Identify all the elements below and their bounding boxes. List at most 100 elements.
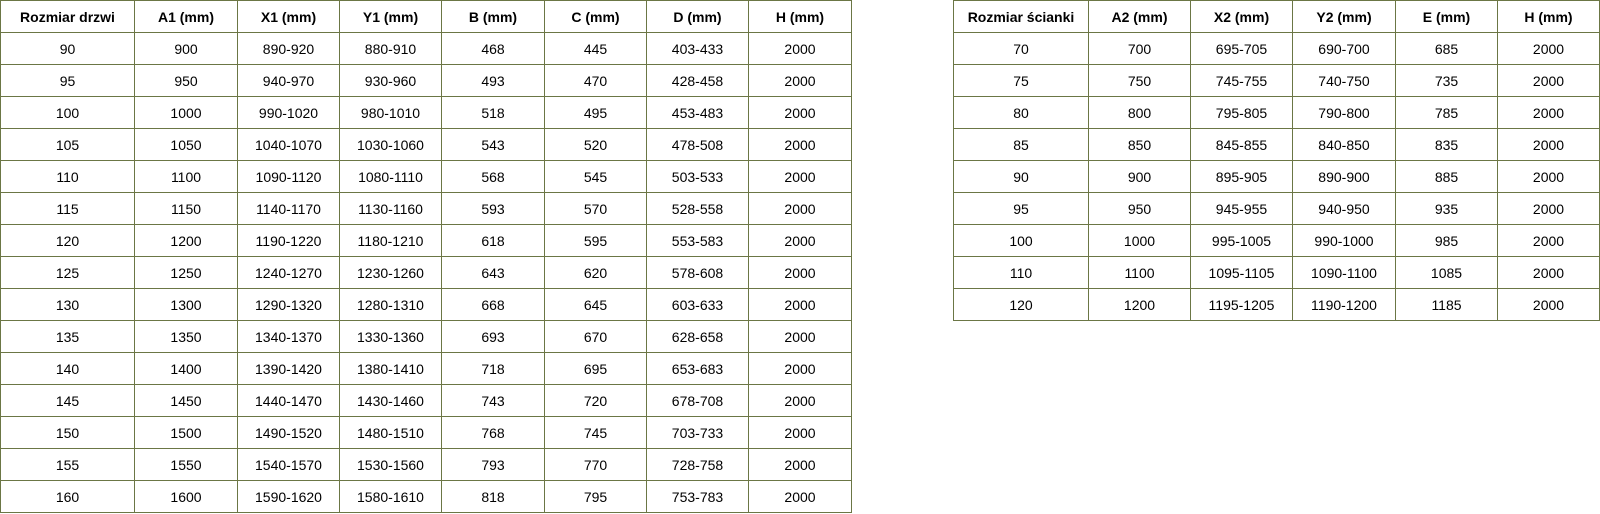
table-cell: 1580-1610 [339,480,442,513]
table-cell: 1490-1520 [237,416,340,449]
table-cell: 695-705 [1190,32,1293,65]
table-cell: 1090-1120 [237,160,340,193]
table-cell: 518 [441,96,545,129]
table-cell: 690-700 [1292,32,1396,65]
table-cell: 1090-1100 [1292,256,1396,289]
table-cell: 105 [0,128,135,161]
table-cell: 493 [441,64,545,97]
header-cell: Rozmiar drzwi [0,0,135,33]
table-cell: 90 [0,32,135,65]
table-cell: 1430-1460 [339,384,442,417]
table-cell: 1280-1310 [339,288,442,321]
table-row: 75 750 745-755 740-750 735 2000 [953,64,1600,97]
table-cell: 628-658 [646,320,749,353]
table-row: 130 1300 1290-1320 1280-1310 668 645 603-633 20… [0,288,852,321]
table-row: 115 1150 1140-1170 1130-1160 593 570 528-558 20… [0,192,852,225]
header-cell: Y2 (mm) [1292,0,1396,33]
table-cell: 495 [544,96,647,129]
table-cell: 745 [544,416,647,449]
table-cell: 1600 [134,480,238,513]
table-cell: 753-783 [646,480,749,513]
table-cell: 895-905 [1190,160,1293,193]
table-cell: 1050 [134,128,238,161]
table-cell: 145 [0,384,135,417]
table-row: 155 1550 1540-1570 1530-1560 793 770 728-758 20… [0,448,852,481]
table-cell: 800 [1088,96,1191,129]
table-cell: 2000 [748,224,852,257]
table-cell: 1380-1410 [339,352,442,385]
table-cell: 1190-1200 [1292,288,1396,321]
table-cell: 120 [953,288,1089,321]
table-cell: 468 [441,32,545,65]
table-cell: 890-920 [237,32,340,65]
table-cell: 850 [1088,128,1191,161]
table-row: 150 1500 1490-1520 1480-1510 768 745 703-733 20… [0,416,852,449]
table-row: 95 950 940-970 930-960 493 470 428-458 2000 [0,64,852,97]
table-cell: 503-533 [646,160,749,193]
table-cell: 2000 [748,128,852,161]
table-cell: 1480-1510 [339,416,442,449]
table-cell: 100 [0,96,135,129]
table-cell: 2000 [1497,256,1600,289]
table-cell: 700 [1088,32,1191,65]
table-cell: 645 [544,288,647,321]
table-cell: 2000 [748,192,852,225]
table-cell: 718 [441,352,545,385]
table-cell: 453-483 [646,96,749,129]
table-cell: 890-900 [1292,160,1396,193]
table-cell: 470 [544,64,647,97]
table-cell: 115 [0,192,135,225]
table-cell: 935 [1395,192,1498,225]
table-row: 90 900 895-905 890-900 885 2000 [953,160,1600,193]
table-cell: 553-583 [646,224,749,257]
table-cell: 1130-1160 [339,192,442,225]
table-cell: 2000 [1497,192,1600,225]
table-cell: 595 [544,224,647,257]
header-cell: H (mm) [1497,0,1600,33]
table-cell: 2000 [1497,128,1600,161]
table-cell: 125 [0,256,135,289]
table-cell: 1300 [134,288,238,321]
table-cell: 85 [953,128,1089,161]
table-row: 120 1200 1195-1205 1190-1200 1185 2000 [953,288,1600,321]
table-cell: 1040-1070 [237,128,340,161]
table-cell: 945-955 [1190,192,1293,225]
table-cell: 728-758 [646,448,749,481]
table-cell: 100 [953,224,1089,257]
table-cell: 1400 [134,352,238,385]
table-row: 90 900 890-920 880-910 468 445 403-433 2000 [0,32,852,65]
table-cell: 570 [544,192,647,225]
header-cell: C (mm) [544,0,647,33]
table-cell: 703-733 [646,416,749,449]
table-cell: 620 [544,256,647,289]
table-cell: 578-608 [646,256,749,289]
table-cell: 1200 [1088,288,1191,321]
table-cell: 793 [441,448,545,481]
table-cell: 1100 [134,160,238,193]
table-cell: 2000 [748,384,852,417]
table-cell: 1530-1560 [339,448,442,481]
table-cell: 603-633 [646,288,749,321]
table-cell: 2000 [748,288,852,321]
table-cell: 1030-1060 [339,128,442,161]
table-cell: 568 [441,160,545,193]
table-cell: 795-805 [1190,96,1293,129]
table-cell: 818 [441,480,545,513]
table-cell: 2000 [748,256,852,289]
table-cell: 1330-1360 [339,320,442,353]
table-cell: 95 [953,192,1089,225]
table-cell: 1085 [1395,256,1498,289]
table-cell: 160 [0,480,135,513]
header-row: Rozmiar drzwi A1 (mm) X1 (mm) Y1 (mm) B (mm)… [0,0,852,33]
table-cell: 95 [0,64,135,97]
table-cell: 618 [441,224,545,257]
table-row: 80 800 795-805 790-800 785 2000 [953,96,1600,129]
table-cell: 2000 [748,352,852,385]
table-cell: 1185 [1395,288,1498,321]
table-cell: 985 [1395,224,1498,257]
table-cell: 940-950 [1292,192,1396,225]
header-cell: Y1 (mm) [339,0,442,33]
table-cell: 2000 [1497,32,1600,65]
table-row: 70 700 695-705 690-700 685 2000 [953,32,1600,65]
table-cell: 1450 [134,384,238,417]
